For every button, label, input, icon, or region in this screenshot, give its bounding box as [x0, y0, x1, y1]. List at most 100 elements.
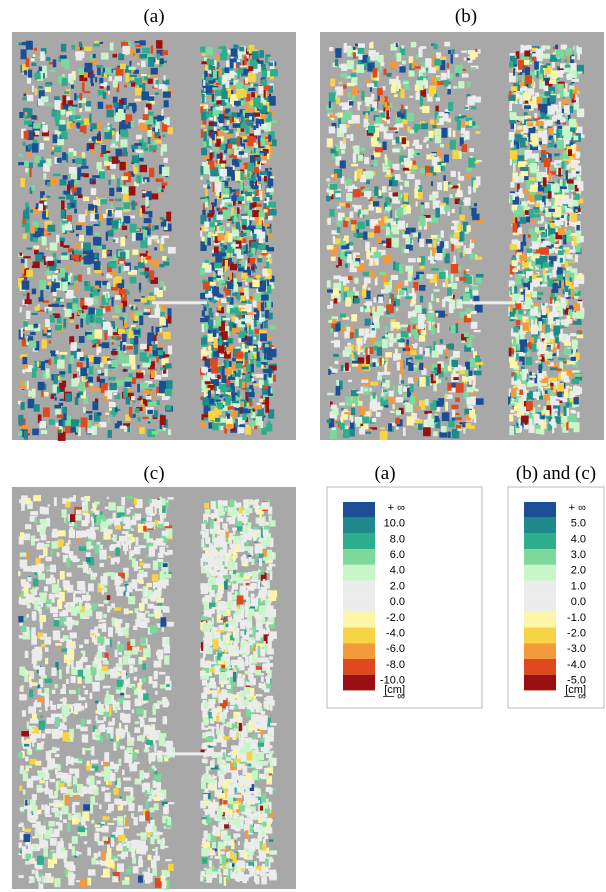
point-patch — [377, 376, 382, 380]
point-patch — [144, 309, 150, 312]
point-patch — [142, 191, 146, 193]
point-patch — [391, 294, 394, 304]
point-patch — [130, 277, 137, 284]
point-patch — [365, 277, 371, 283]
point-patch — [96, 65, 103, 67]
point-patch — [523, 234, 526, 243]
point-patch — [346, 179, 353, 186]
point-patch — [354, 233, 358, 237]
point-patch — [393, 404, 395, 409]
point-patch — [136, 228, 140, 231]
point-patch — [255, 217, 259, 224]
point-patch — [76, 284, 78, 294]
point-patch — [447, 212, 450, 216]
point-patch — [451, 274, 454, 282]
point-patch — [141, 256, 143, 263]
point-patch — [366, 180, 370, 184]
point-patch — [328, 320, 332, 323]
point-patch — [404, 181, 409, 187]
point-patch — [78, 275, 82, 282]
point-patch — [136, 233, 143, 240]
point-patch — [451, 264, 459, 273]
point-patch — [264, 98, 269, 100]
point-patch — [361, 91, 364, 101]
point-patch — [155, 341, 158, 344]
point-patch — [471, 322, 478, 329]
point-patch — [112, 156, 119, 163]
point-patch — [447, 287, 452, 296]
point-patch — [200, 268, 205, 275]
point-patch — [210, 359, 218, 367]
point-patch — [96, 347, 98, 355]
point-patch — [380, 398, 383, 406]
point-patch — [234, 101, 241, 106]
point-patch — [237, 196, 244, 201]
point-patch — [444, 206, 450, 211]
point-patch — [448, 420, 455, 427]
point-patch — [155, 140, 162, 144]
point-patch — [335, 59, 338, 66]
point-patch — [55, 351, 59, 355]
point-patch — [336, 386, 341, 396]
point-patch — [571, 170, 576, 174]
point-patch — [386, 238, 391, 248]
point-patch — [42, 125, 47, 133]
point-patch — [59, 420, 63, 426]
point-patch — [469, 148, 474, 152]
point-patch — [383, 86, 386, 90]
point-patch — [401, 331, 409, 337]
point-patch — [241, 301, 247, 303]
point-patch — [217, 62, 219, 67]
point-patch — [89, 139, 92, 142]
point-patch — [425, 202, 430, 208]
point-patch — [331, 257, 336, 261]
point-patch — [155, 308, 160, 318]
point-patch — [339, 403, 345, 406]
point-patch — [410, 345, 413, 349]
point-patch — [104, 369, 107, 376]
point-patch — [109, 76, 112, 81]
point-patch — [404, 280, 408, 286]
point-patch — [157, 393, 165, 396]
point-patch — [426, 239, 432, 244]
point-patch — [329, 126, 335, 133]
point-patch — [151, 370, 155, 378]
point-patch — [399, 282, 403, 284]
point-patch — [113, 393, 117, 395]
point-patch — [71, 187, 76, 192]
point-patch — [437, 323, 439, 333]
point-patch — [254, 137, 256, 143]
point-patch — [226, 297, 231, 302]
point-patch — [107, 86, 110, 91]
point-patch — [417, 258, 421, 263]
point-patch — [451, 244, 454, 251]
point-patch — [100, 199, 107, 204]
point-patch — [25, 259, 28, 268]
point-patch — [75, 397, 79, 405]
point-patch — [20, 402, 24, 410]
point-patch — [401, 105, 404, 114]
point-patch — [425, 218, 432, 222]
point-patch — [464, 57, 466, 60]
point-patch — [104, 131, 111, 139]
point-patch — [79, 93, 82, 100]
point-patch — [92, 175, 100, 178]
point-patch — [373, 312, 380, 318]
point-patch — [349, 268, 356, 273]
point-patch — [79, 310, 81, 313]
point-patch — [62, 175, 67, 179]
point-patch — [261, 295, 268, 301]
point-patch — [77, 393, 80, 397]
point-patch — [59, 305, 64, 307]
point-patch — [212, 206, 214, 215]
point-patch — [77, 257, 79, 262]
point-patch — [453, 351, 460, 358]
point-patch — [256, 275, 261, 279]
point-patch — [71, 85, 74, 89]
point-patch — [337, 227, 340, 233]
point-patch — [353, 115, 360, 124]
point-patch — [231, 49, 238, 57]
point-patch — [247, 172, 249, 177]
point-patch — [224, 368, 232, 374]
point-patch — [211, 345, 213, 350]
